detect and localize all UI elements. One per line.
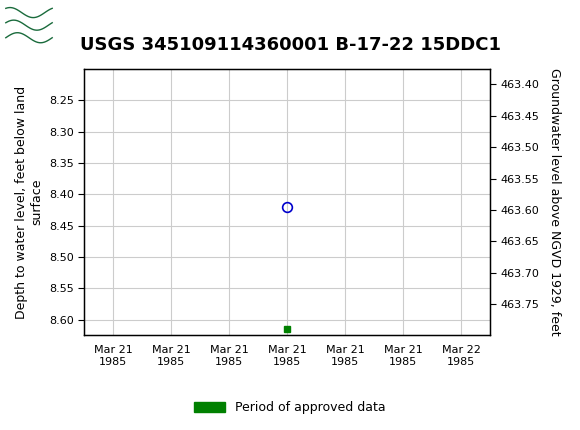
Text: USGS 345109114360001 B-17-22 15DDC1: USGS 345109114360001 B-17-22 15DDC1 bbox=[79, 36, 501, 54]
Text: USGS: USGS bbox=[58, 15, 118, 35]
Y-axis label: Groundwater level above NGVD 1929, feet: Groundwater level above NGVD 1929, feet bbox=[548, 68, 561, 336]
Legend: Period of approved data: Period of approved data bbox=[189, 396, 391, 419]
Y-axis label: Depth to water level, feet below land
surface: Depth to water level, feet below land su… bbox=[15, 86, 44, 319]
Bar bbox=[3, 4, 55, 46]
